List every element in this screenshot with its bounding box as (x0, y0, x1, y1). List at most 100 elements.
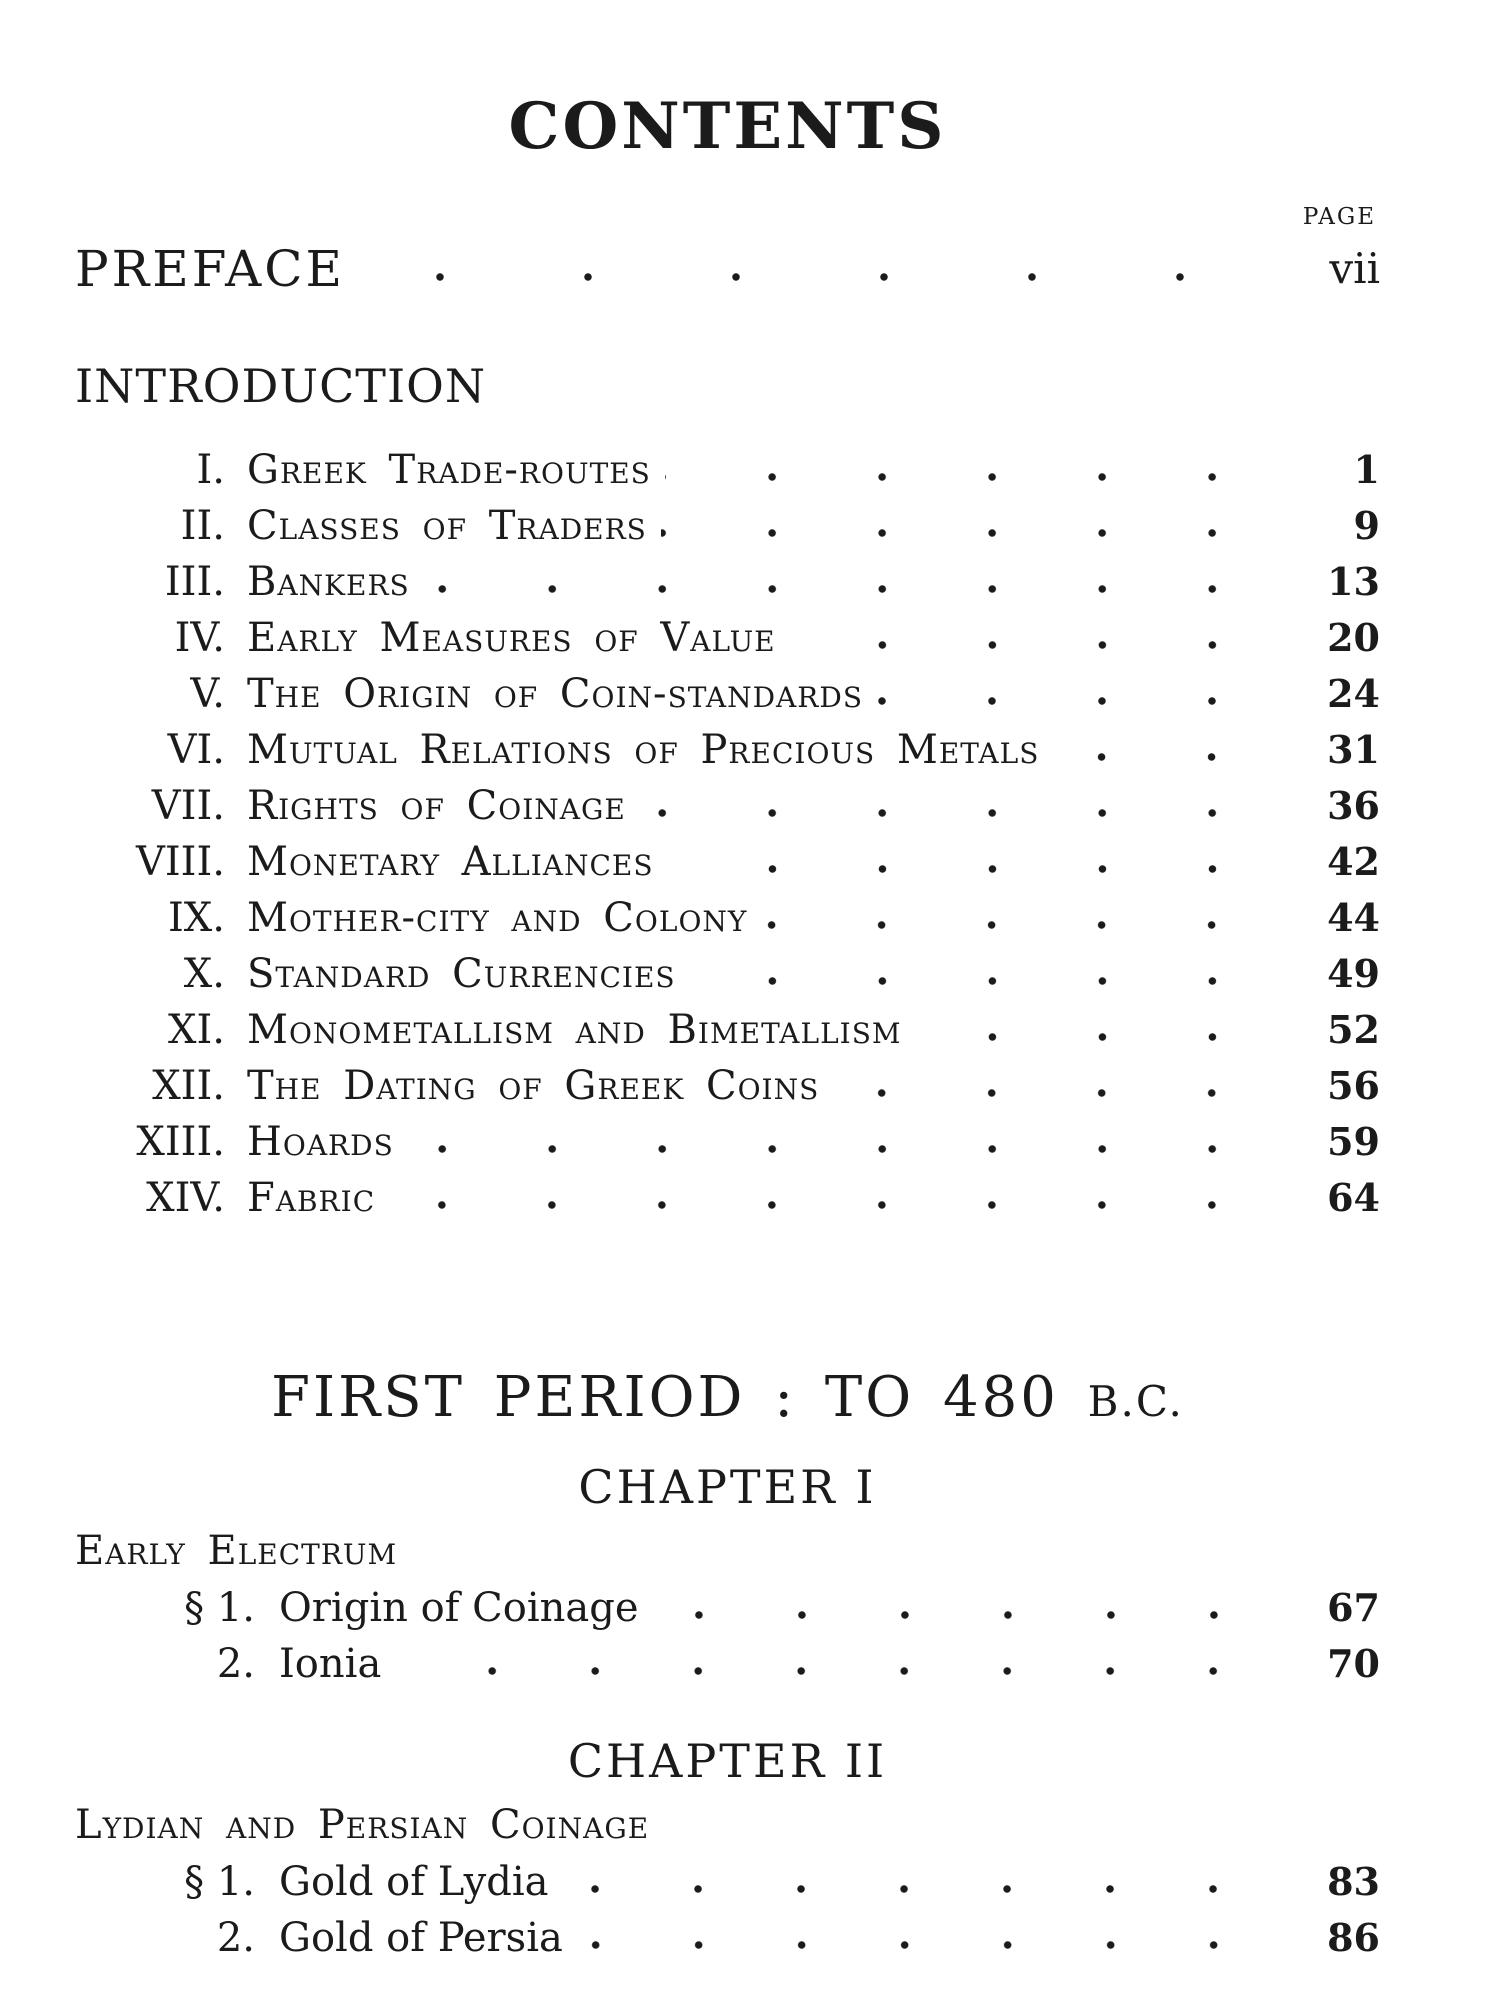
entry-title: Standard Currencies (247, 951, 676, 998)
chapter-2-section-title: Lydian and Persian Coinage (75, 1802, 650, 1849)
dot-leader (562, 1854, 1275, 1911)
dot-leader (833, 1058, 1275, 1115)
entry-title: Fabric (247, 1175, 376, 1222)
chapter-1-heading: CHAPTER I (578, 1460, 877, 1515)
entry-marker: 2. (216, 1915, 255, 1962)
dot-leader (660, 498, 1275, 555)
dot-leader (789, 610, 1275, 667)
entry-numeral: X. (183, 951, 225, 998)
dot-leader (877, 666, 1275, 723)
entry-numeral: XIV. (146, 1175, 225, 1222)
dot-leader (761, 890, 1275, 947)
dot-leader (395, 1636, 1275, 1693)
preface-label: PREFACE (75, 240, 345, 299)
toc-entry-row: III. Bankers 13 (75, 554, 1380, 611)
entry-title: The Dating of Greek Coins (247, 1063, 820, 1110)
entry-page-number: 83 (1327, 1859, 1380, 1905)
chapter-1-entry-list: § 1. Origin of Coinage 67 2. Ionia 70 (75, 1580, 1380, 1693)
entry-page-number: 1 (1353, 447, 1380, 493)
entry-title: Mother-city and Colony (247, 895, 748, 942)
entry-title: Mutual Relations of Precious Metals (247, 727, 1040, 774)
chapter-1-section-title: Early Electrum (75, 1528, 398, 1575)
entry-page-number: 13 (1327, 559, 1380, 605)
entry-page-number: 42 (1327, 839, 1380, 885)
toc-entry-row: IV. Early Measures of Value 20 (75, 610, 1380, 667)
entry-title: Origin of Coinage (279, 1585, 639, 1632)
dot-leader (689, 946, 1275, 1003)
period-heading-era: B.C. (1087, 1377, 1184, 1427)
toc-entry-row: XIII. Hoards 59 (75, 1114, 1380, 1171)
entry-title: Monometallism and Bimetallism (247, 1007, 902, 1054)
entry-page-number: 36 (1327, 783, 1380, 829)
period-heading: FIRST PERIOD : TO 480 B.C. (75, 1366, 1380, 1434)
entry-numeral: VI. (167, 727, 225, 774)
entry-numeral: I. (196, 447, 225, 494)
dot-leader (576, 1910, 1275, 1967)
chapter-2-entry-list: § 1. Gold of Lydia 83 2. Gold of Persia … (75, 1854, 1380, 1967)
preface-page-number: vii (1329, 244, 1380, 294)
entry-page-number: 67 (1327, 1585, 1380, 1631)
chapter-2-heading: CHAPTER II (567, 1734, 888, 1789)
entry-numeral: II. (180, 503, 225, 550)
entry-page-number: 70 (1327, 1641, 1380, 1687)
entry-page-number: 49 (1327, 951, 1380, 997)
chapter-entry-row: 2. Ionia 70 (75, 1636, 1380, 1693)
entry-page-number: 31 (1327, 727, 1380, 773)
page-column-label: PAGE (1302, 204, 1376, 231)
introduction-entry-list: I. Greek Trade-routes 1 II. Classes of T… (75, 442, 1380, 1227)
entry-numeral: IX. (168, 895, 225, 942)
entry-page-number: 44 (1327, 895, 1380, 941)
entry-numeral: V. (190, 671, 225, 718)
contents-title: CONTENTS (508, 89, 947, 164)
toc-entry-row: VIII. Monetary Alliances 42 (75, 834, 1380, 891)
dot-leader (423, 554, 1275, 611)
dot-leader (359, 238, 1270, 301)
entry-numeral: VII. (151, 783, 225, 830)
entry-numeral: XIII. (136, 1119, 225, 1166)
dot-leader (389, 1170, 1275, 1227)
entry-title: Monetary Alliances (247, 839, 654, 886)
entry-title: Gold of Lydia (279, 1859, 549, 1906)
toc-entry-row: V. The Origin of Coin-standards 24 (75, 666, 1380, 723)
entry-page-number: 56 (1327, 1063, 1380, 1109)
entry-title: Greek Trade-routes (247, 447, 651, 494)
entry-numeral: III. (164, 559, 225, 606)
toc-entry-row: VI. Mutual Relations of Precious Metals … (75, 722, 1380, 779)
dot-leader (664, 442, 1275, 499)
entry-page-number: 20 (1327, 615, 1380, 661)
toc-entry-row: IX. Mother-city and Colony 44 (75, 890, 1380, 947)
chapter-entry-row: § 1. Gold of Lydia 83 (75, 1854, 1380, 1911)
preface-row: PREFACE vii (75, 238, 1380, 301)
entry-numeral: XI. (168, 1007, 225, 1054)
toc-entry-row: I. Greek Trade-routes 1 (75, 442, 1380, 499)
toc-entry-row: X. Standard Currencies 49 (75, 946, 1380, 1003)
toc-entry-row: XII. The Dating of Greek Coins 56 (75, 1058, 1380, 1115)
chapter-entry-row: 2. Gold of Persia 86 (75, 1910, 1380, 1967)
dot-leader (915, 1002, 1275, 1059)
introduction-heading: INTRODUCTION (75, 359, 487, 414)
entry-title: Classes of Traders (247, 503, 647, 550)
dot-leader (652, 1580, 1275, 1637)
toc-entry-row: XIV. Fabric 64 (75, 1170, 1380, 1227)
entry-numeral: XII. (152, 1063, 225, 1110)
entry-title: Bankers (247, 559, 410, 606)
entry-title: Hoards (247, 1119, 394, 1166)
entry-page-number: 24 (1327, 671, 1380, 717)
entry-title: The Origin of Coin-standards (247, 671, 863, 718)
entry-page-number: 59 (1327, 1119, 1380, 1165)
dot-leader (407, 1114, 1275, 1171)
entry-marker: 2. (216, 1641, 255, 1688)
entry-page-number: 64 (1327, 1175, 1380, 1221)
entry-page-number: 9 (1353, 503, 1380, 549)
dot-leader (1053, 722, 1275, 779)
entry-title: Early Measures of Value (247, 615, 776, 662)
entry-title: Rights of Coinage (247, 783, 626, 830)
entry-title: Ionia (279, 1641, 382, 1688)
entry-page-number: 52 (1327, 1007, 1380, 1053)
dot-leader (667, 834, 1275, 891)
period-heading-main: FIRST PERIOD : TO 480 (271, 1365, 1059, 1431)
entry-page-number: 86 (1327, 1915, 1380, 1961)
chapter-entry-row: § 1. Origin of Coinage 67 (75, 1580, 1380, 1637)
entry-title: Gold of Persia (279, 1915, 563, 1962)
